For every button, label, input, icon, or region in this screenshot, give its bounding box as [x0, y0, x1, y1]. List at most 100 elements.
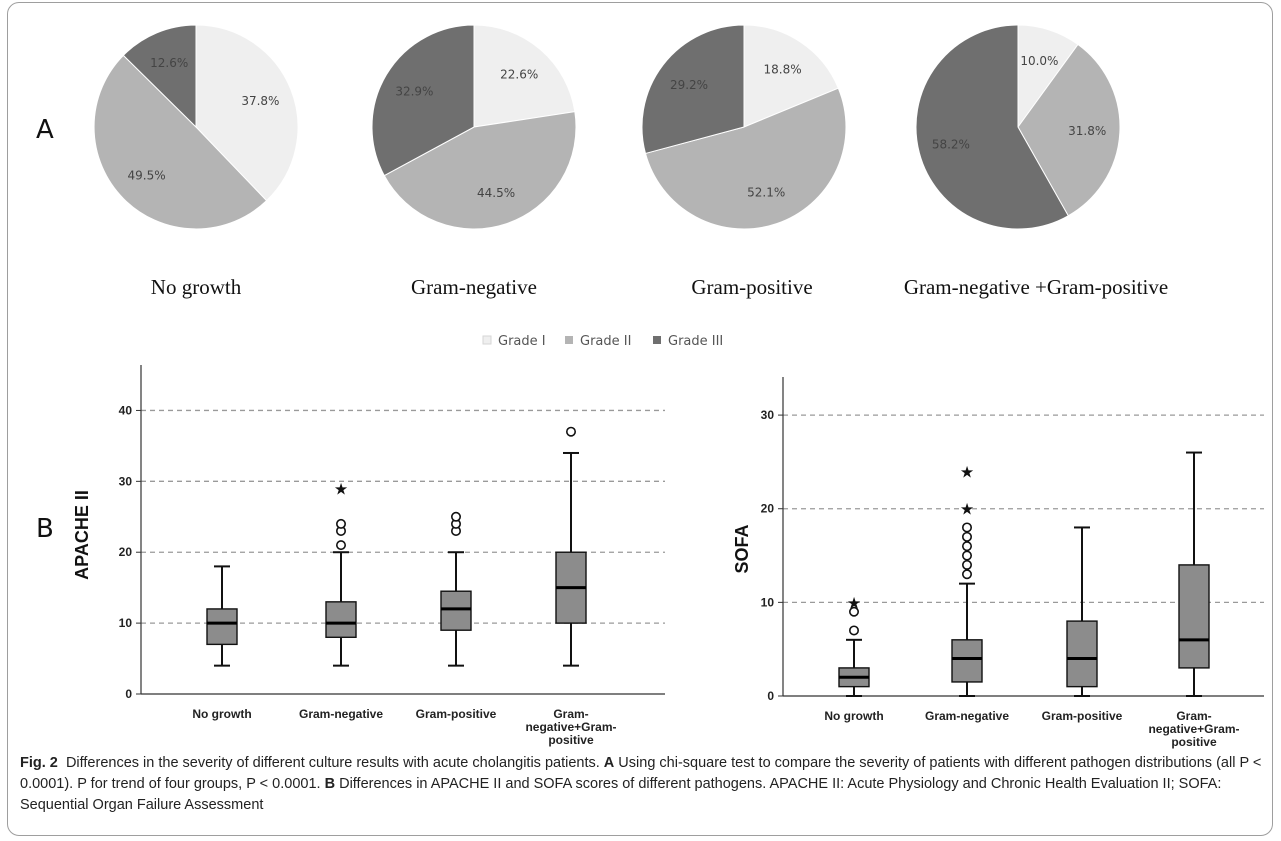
pie-slice-grade-iii	[641, 24, 745, 155]
legend-item-3: Grade III	[653, 334, 723, 349]
caption-b-label: B	[324, 776, 336, 792]
outlier-point	[961, 550, 972, 561]
iqr-box	[206, 608, 238, 646]
y-axis-label: SOFA	[732, 524, 752, 573]
box-3	[440, 511, 472, 667]
pie-slice-grade-ii	[1017, 43, 1121, 217]
x-tick-label: positive	[1171, 735, 1217, 749]
extreme-point: ★	[960, 462, 974, 481]
sofa-boxplot: 0 10 20 30 SOFA ★ No growth ★★ Gram-negative Gram…	[732, 377, 1264, 749]
box-2: ★★	[951, 462, 983, 697]
caption-b-text: Differences in APACHE II and SOFA scores…	[20, 776, 1222, 813]
box-4	[555, 426, 587, 667]
legend-item-2: Grade II	[565, 334, 631, 349]
x-tick-label: Gram-	[1176, 709, 1211, 723]
iqr-box	[1066, 620, 1098, 688]
y-tick-label: 30	[119, 474, 133, 488]
pie-chart-3: 18.8% 52.1% 29.2% Gram-positive	[641, 24, 847, 299]
pie-chart-4: 10.0% 31.8% 58.2% Gram-negative +Gram-posit…	[904, 24, 1168, 299]
box-1	[206, 565, 238, 667]
outlier-point	[961, 559, 972, 570]
extreme-point: ★	[847, 593, 861, 612]
y-tick-label: 0	[767, 689, 774, 703]
pie-slice-grade-ii	[383, 111, 577, 230]
pie-value-label: 12.6%	[150, 56, 188, 70]
y-tick-label: 40	[119, 403, 133, 417]
x-tick-label: No growth	[824, 709, 883, 723]
caption-fig-label: Fig. 2	[20, 755, 58, 771]
box-2: ★	[325, 479, 357, 667]
caption-intro: Differences in the severity of different…	[65, 755, 604, 771]
outlier-point	[565, 426, 576, 437]
box-3	[1066, 526, 1098, 697]
pie-slice-grade-iii	[122, 24, 197, 129]
pie-chart-2: 22.6% 44.5% 32.9% Gram-negative	[371, 24, 577, 299]
caption-a-text: Using chi-square test to compare the sev…	[20, 755, 1262, 792]
y-tick-label: 0	[125, 687, 132, 701]
outlier-point	[961, 541, 972, 552]
iqr-box	[1178, 564, 1210, 669]
pie-slice-grade-ii	[644, 87, 847, 230]
figure-frame	[7, 2, 1273, 836]
pie-value-label: 49.5%	[128, 169, 166, 183]
outlier-point	[961, 522, 972, 533]
legend-swatch	[482, 335, 492, 345]
figure-caption: Fig. 2 Differences in the severity of di…	[20, 753, 1265, 816]
box-4	[1178, 451, 1210, 697]
pie-value-label: 22.6%	[500, 67, 538, 81]
y-axis-label: APACHE II	[72, 490, 92, 580]
legend-label: Grade I	[498, 334, 546, 349]
outlier-point	[848, 625, 859, 636]
x-tick-label: Gram-negative	[299, 707, 383, 721]
figure-canvas: A B 37.8% 49.5% 12.6% No growth 22.6% 44.5% 32…	[36, 24, 1264, 749]
box-1: ★	[838, 593, 870, 697]
y-tick-label: 30	[761, 408, 775, 422]
panel-b-label: B	[36, 514, 54, 544]
legend-label: Grade II	[580, 334, 631, 349]
pie-value-label: 32.9%	[395, 85, 433, 99]
pie-slice-grade-ii	[93, 54, 268, 230]
y-tick-label: 20	[119, 545, 133, 559]
pie-value-label: 44.5%	[477, 186, 515, 200]
legend-swatch	[565, 336, 573, 344]
pie-charts: 37.8% 49.5% 12.6% No growth 22.6% 44.5% 32.9% G…	[93, 24, 1168, 299]
x-tick-label: positive	[548, 733, 594, 747]
panel-a-label: A	[36, 115, 54, 145]
pie-title: Gram-negative +Gram-positive	[904, 275, 1168, 299]
outlier-point	[335, 540, 346, 551]
y-tick-label: 20	[761, 502, 775, 516]
legend-label: Grade III	[668, 334, 723, 349]
pie-slice-grade-i	[195, 24, 299, 202]
pie-title: Gram-positive	[691, 275, 812, 299]
iqr-box	[325, 601, 357, 638]
pie-title: Gram-negative	[411, 275, 537, 299]
x-tick-label: negative+Gram-	[1148, 722, 1239, 736]
outlier-point	[335, 518, 346, 529]
x-tick-label: Gram-positive	[1042, 709, 1123, 723]
extreme-point: ★	[334, 479, 348, 498]
pie-value-label: 18.8%	[764, 62, 802, 76]
pie-slice-grade-iii	[371, 24, 475, 177]
x-tick-label: No growth	[192, 707, 251, 721]
legend-item-1: Grade I	[482, 334, 546, 349]
outlier-point	[961, 569, 972, 580]
outlier-point	[961, 531, 972, 542]
outlier-point	[848, 606, 859, 617]
pie-value-label: 31.8%	[1068, 124, 1106, 138]
y-tick-label: 10	[761, 595, 775, 609]
pie-value-label: 52.1%	[747, 186, 785, 200]
iqr-box	[951, 639, 983, 683]
x-tick-label: Gram-	[553, 707, 588, 721]
pie-chart-1: 37.8% 49.5% 12.6% No growth	[93, 24, 299, 299]
apache-boxplot: 0 10 20 30 40 APACHE II No growth ★ Gram-negativ…	[72, 365, 665, 747]
x-tick-label: negative+Gram-	[525, 720, 616, 734]
pie-value-label: 10.0%	[1020, 54, 1058, 68]
legend-swatch	[653, 336, 661, 344]
x-tick-label: Gram-negative	[925, 709, 1009, 723]
iqr-box	[440, 590, 472, 631]
pie-title: No growth	[151, 275, 242, 299]
pie-value-label: 58.2%	[932, 138, 970, 152]
x-tick-label: Gram-positive	[416, 707, 497, 721]
y-tick-label: 10	[119, 616, 133, 630]
outlier-point	[450, 511, 461, 522]
